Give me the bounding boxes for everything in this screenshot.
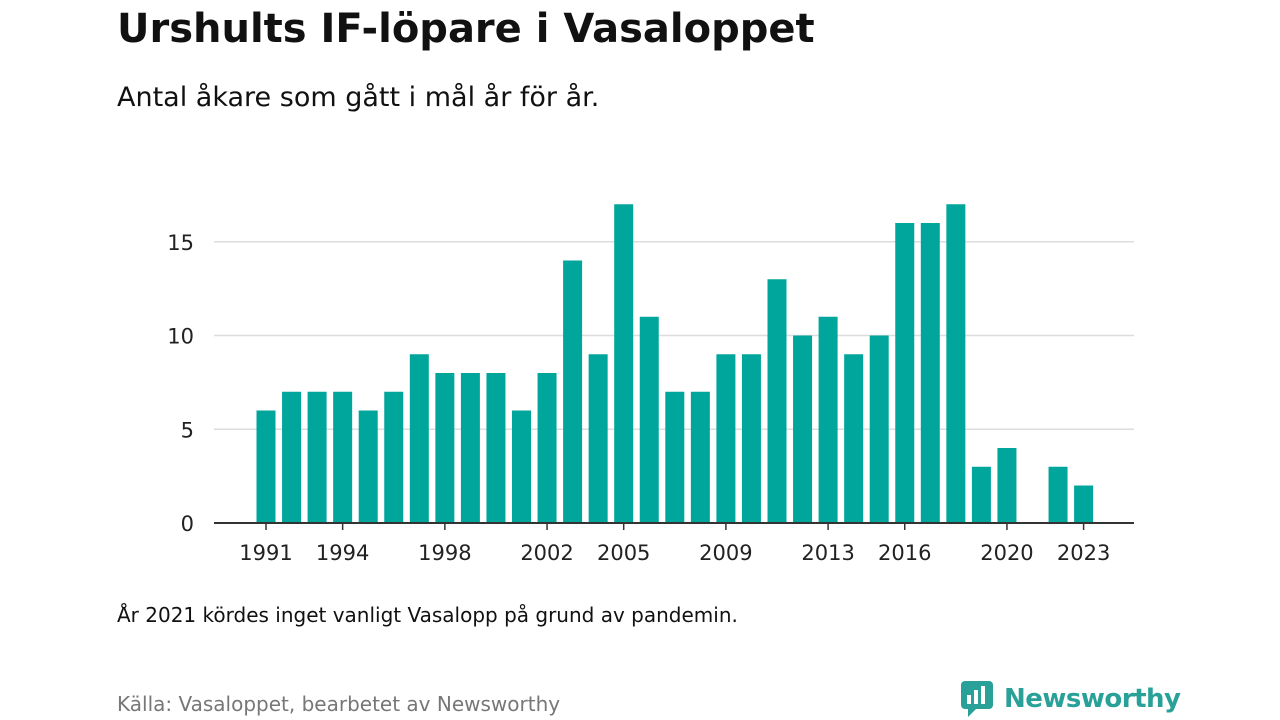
x-tick-label: 2002 bbox=[520, 541, 573, 565]
newsworthy-logo: Newsworthy bbox=[960, 680, 1181, 718]
bar-1994 bbox=[333, 391, 353, 523]
y-tick-label: 5 bbox=[181, 418, 194, 442]
source-text: Källa: Vasaloppet, bearbetet av Newswort… bbox=[117, 692, 561, 716]
x-tick-label: 2023 bbox=[1057, 541, 1110, 565]
bar-2009 bbox=[716, 354, 736, 523]
bar-2002 bbox=[537, 373, 557, 523]
y-tick-label: 10 bbox=[167, 325, 194, 349]
bar-2006 bbox=[639, 316, 659, 523]
chart-title: Urshults IF-löpare i Vasaloppet bbox=[117, 6, 815, 52]
bar-2011 bbox=[767, 279, 787, 523]
bar-1991 bbox=[256, 410, 276, 523]
bar-2018 bbox=[946, 204, 966, 523]
bar-2020 bbox=[997, 448, 1017, 523]
bar-1999 bbox=[460, 373, 480, 523]
x-tick-label: 1994 bbox=[316, 541, 369, 565]
bars bbox=[256, 204, 1094, 523]
brand-name: Newsworthy bbox=[1004, 684, 1181, 714]
footnote: År 2021 kördes inget vanligt Vasalopp på… bbox=[117, 603, 738, 627]
bar-1992 bbox=[282, 391, 302, 523]
bar-2013 bbox=[818, 316, 838, 523]
bar-2019 bbox=[971, 466, 991, 523]
bar-2003 bbox=[563, 260, 583, 523]
bar-2010 bbox=[741, 354, 761, 523]
x-tick-label: 2016 bbox=[878, 541, 931, 565]
bar-1998 bbox=[435, 373, 455, 523]
bar-1997 bbox=[409, 354, 429, 523]
x-tick-label: 1991 bbox=[239, 541, 292, 565]
x-tick-label: 2005 bbox=[597, 541, 650, 565]
x-tick-label: 2009 bbox=[699, 541, 752, 565]
bar-2023 bbox=[1074, 485, 1094, 523]
chart-subtitle: Antal åkare som gått i mål år för år. bbox=[117, 82, 600, 113]
bar-2005 bbox=[614, 204, 634, 523]
bar-2017 bbox=[920, 223, 940, 523]
x-tick-label: 2013 bbox=[801, 541, 854, 565]
bar-1993 bbox=[307, 391, 327, 523]
bar-2001 bbox=[512, 410, 531, 523]
y-tick-label: 15 bbox=[167, 231, 194, 255]
axes: 0 5 10 15 1991 1994 1998 2002 2005 2009 2013 2016 20… bbox=[167, 231, 1134, 565]
y-tick-label: 0 bbox=[181, 512, 194, 536]
x-tick-label: 2020 bbox=[980, 541, 1033, 565]
bar-2000 bbox=[486, 373, 506, 523]
bar-1996 bbox=[384, 391, 404, 523]
bar-2015 bbox=[869, 335, 889, 523]
bar-2016 bbox=[895, 223, 915, 523]
bar-1995 bbox=[358, 410, 378, 523]
bar-2014 bbox=[844, 354, 864, 523]
newsworthy-logo-icon bbox=[961, 681, 993, 717]
bar-chart: 0 5 10 15 1991 1994 1998 2002 2005 2009 2013 2016 20… bbox=[167, 204, 1134, 565]
bar-2008 bbox=[690, 391, 710, 523]
bar-2012 bbox=[793, 335, 813, 523]
x-tick-label: 1998 bbox=[418, 541, 471, 565]
bar-2022 bbox=[1048, 466, 1068, 523]
bar-2004 bbox=[588, 354, 608, 523]
bar-2007 bbox=[665, 391, 685, 523]
